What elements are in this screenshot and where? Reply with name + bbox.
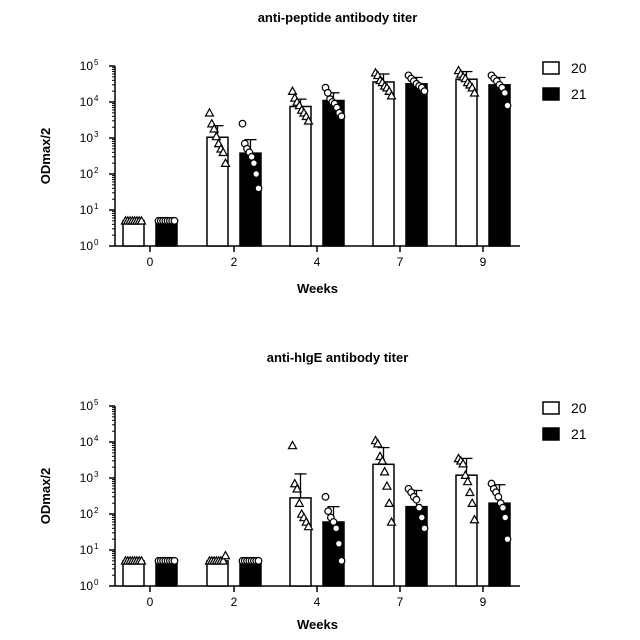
y-tick-exponent: 5 (94, 58, 99, 67)
x-tick-label: 0 (147, 595, 154, 609)
chart-anti-peptide: anti-peptide antibody titer1001011021031… (0, 0, 640, 310)
data-point-triangle (289, 441, 297, 448)
data-point-circle (322, 494, 329, 501)
y-tick-label: 10 (80, 239, 94, 253)
data-point-circle (239, 120, 246, 127)
x-tick-label: 2 (231, 595, 238, 609)
x-axis-label: Weeks (297, 617, 338, 632)
data-point-circle (416, 504, 423, 511)
bar-series-21 (323, 522, 344, 586)
y-tick-label: 10 (80, 399, 94, 413)
data-point-circle (333, 525, 340, 532)
data-point-circle (500, 504, 507, 511)
y-tick-label: 10 (80, 543, 94, 557)
y-tick-exponent: 3 (94, 470, 99, 479)
y-tick-label: 10 (80, 167, 94, 181)
x-tick-label: 2 (231, 255, 238, 269)
data-point-circle (255, 185, 262, 192)
data-point-circle (502, 90, 509, 97)
y-axis-label: ODmax/2 (38, 128, 53, 184)
x-tick-label: 9 (480, 595, 487, 609)
data-point-circle (248, 154, 255, 161)
y-tick-exponent: 0 (94, 578, 99, 587)
chart-svg-anti-hige: anti-hIgE antibody titer1001011021031041… (0, 340, 640, 640)
data-point-circle (251, 160, 258, 167)
data-point-circle (413, 496, 420, 503)
legend-swatch-20 (543, 62, 559, 74)
y-tick-exponent: 2 (94, 506, 99, 515)
y-tick-exponent: 0 (94, 238, 99, 247)
y-tick-label: 10 (80, 203, 94, 217)
data-point-circle (504, 102, 511, 109)
data-point-circle (325, 508, 332, 515)
data-point-triangle (222, 552, 230, 559)
y-tick-exponent: 4 (94, 94, 99, 103)
y-tick-exponent: 3 (94, 130, 99, 139)
y-tick-label: 10 (80, 435, 94, 449)
x-tick-label: 7 (397, 255, 404, 269)
bar-series-20 (290, 106, 311, 246)
data-point-circle (504, 536, 511, 543)
y-tick-exponent: 4 (94, 434, 99, 443)
data-point-circle (336, 540, 343, 547)
legend-label-20: 20 (571, 60, 587, 76)
y-tick-label: 10 (80, 579, 94, 593)
x-tick-label: 4 (314, 595, 321, 609)
legend-label-21: 21 (571, 426, 587, 442)
data-point-circle (338, 113, 345, 120)
data-point-circle (324, 90, 331, 97)
data-point-triangle (206, 109, 214, 116)
legend-label-21: 21 (571, 86, 587, 102)
data-point-circle (330, 519, 337, 526)
y-axis-label: ODmax/2 (38, 468, 53, 524)
bar-series-20 (456, 475, 477, 586)
data-point-circle (421, 88, 428, 95)
data-point-circle (502, 514, 509, 521)
y-tick-label: 10 (80, 507, 94, 521)
data-point-circle (419, 514, 426, 521)
chart-title: anti-peptide antibody titer (258, 10, 418, 25)
bar-series-20 (373, 82, 394, 246)
bar-series-21 (240, 153, 261, 246)
y-tick-exponent: 2 (94, 166, 99, 175)
y-tick-exponent: 1 (94, 202, 99, 211)
data-point-circle (255, 558, 262, 565)
y-tick-label: 10 (80, 471, 94, 485)
data-point-circle (171, 218, 178, 225)
x-tick-label: 0 (147, 255, 154, 269)
data-point-circle (338, 558, 345, 565)
data-point-circle (171, 558, 178, 565)
legend-swatch-20 (543, 402, 559, 414)
bar-series-21 (323, 101, 344, 246)
x-axis-label: Weeks (297, 281, 338, 296)
chart-anti-hige: anti-hIgE antibody titer1001011021031041… (0, 340, 640, 640)
legend-swatch-21 (543, 88, 559, 100)
x-tick-label: 4 (314, 255, 321, 269)
legend-label-20: 20 (571, 400, 587, 416)
legend-swatch-21 (543, 428, 559, 440)
data-point-circle (495, 494, 502, 501)
y-tick-exponent: 5 (94, 398, 99, 407)
data-point-circle (253, 171, 260, 178)
y-tick-label: 10 (80, 95, 94, 109)
y-tick-exponent: 1 (94, 542, 99, 551)
x-tick-label: 7 (397, 595, 404, 609)
bar-series-20 (456, 79, 477, 246)
data-point-triangle (212, 133, 220, 140)
chart-title: anti-hIgE antibody titer (267, 350, 409, 365)
y-tick-label: 10 (80, 131, 94, 145)
data-point-triangle (289, 87, 297, 94)
bar-series-21 (406, 84, 427, 246)
chart-svg-anti-peptide: anti-peptide antibody titer1001011021031… (0, 0, 640, 310)
x-tick-label: 9 (480, 255, 487, 269)
data-point-circle (421, 525, 428, 532)
y-tick-label: 10 (80, 59, 94, 73)
